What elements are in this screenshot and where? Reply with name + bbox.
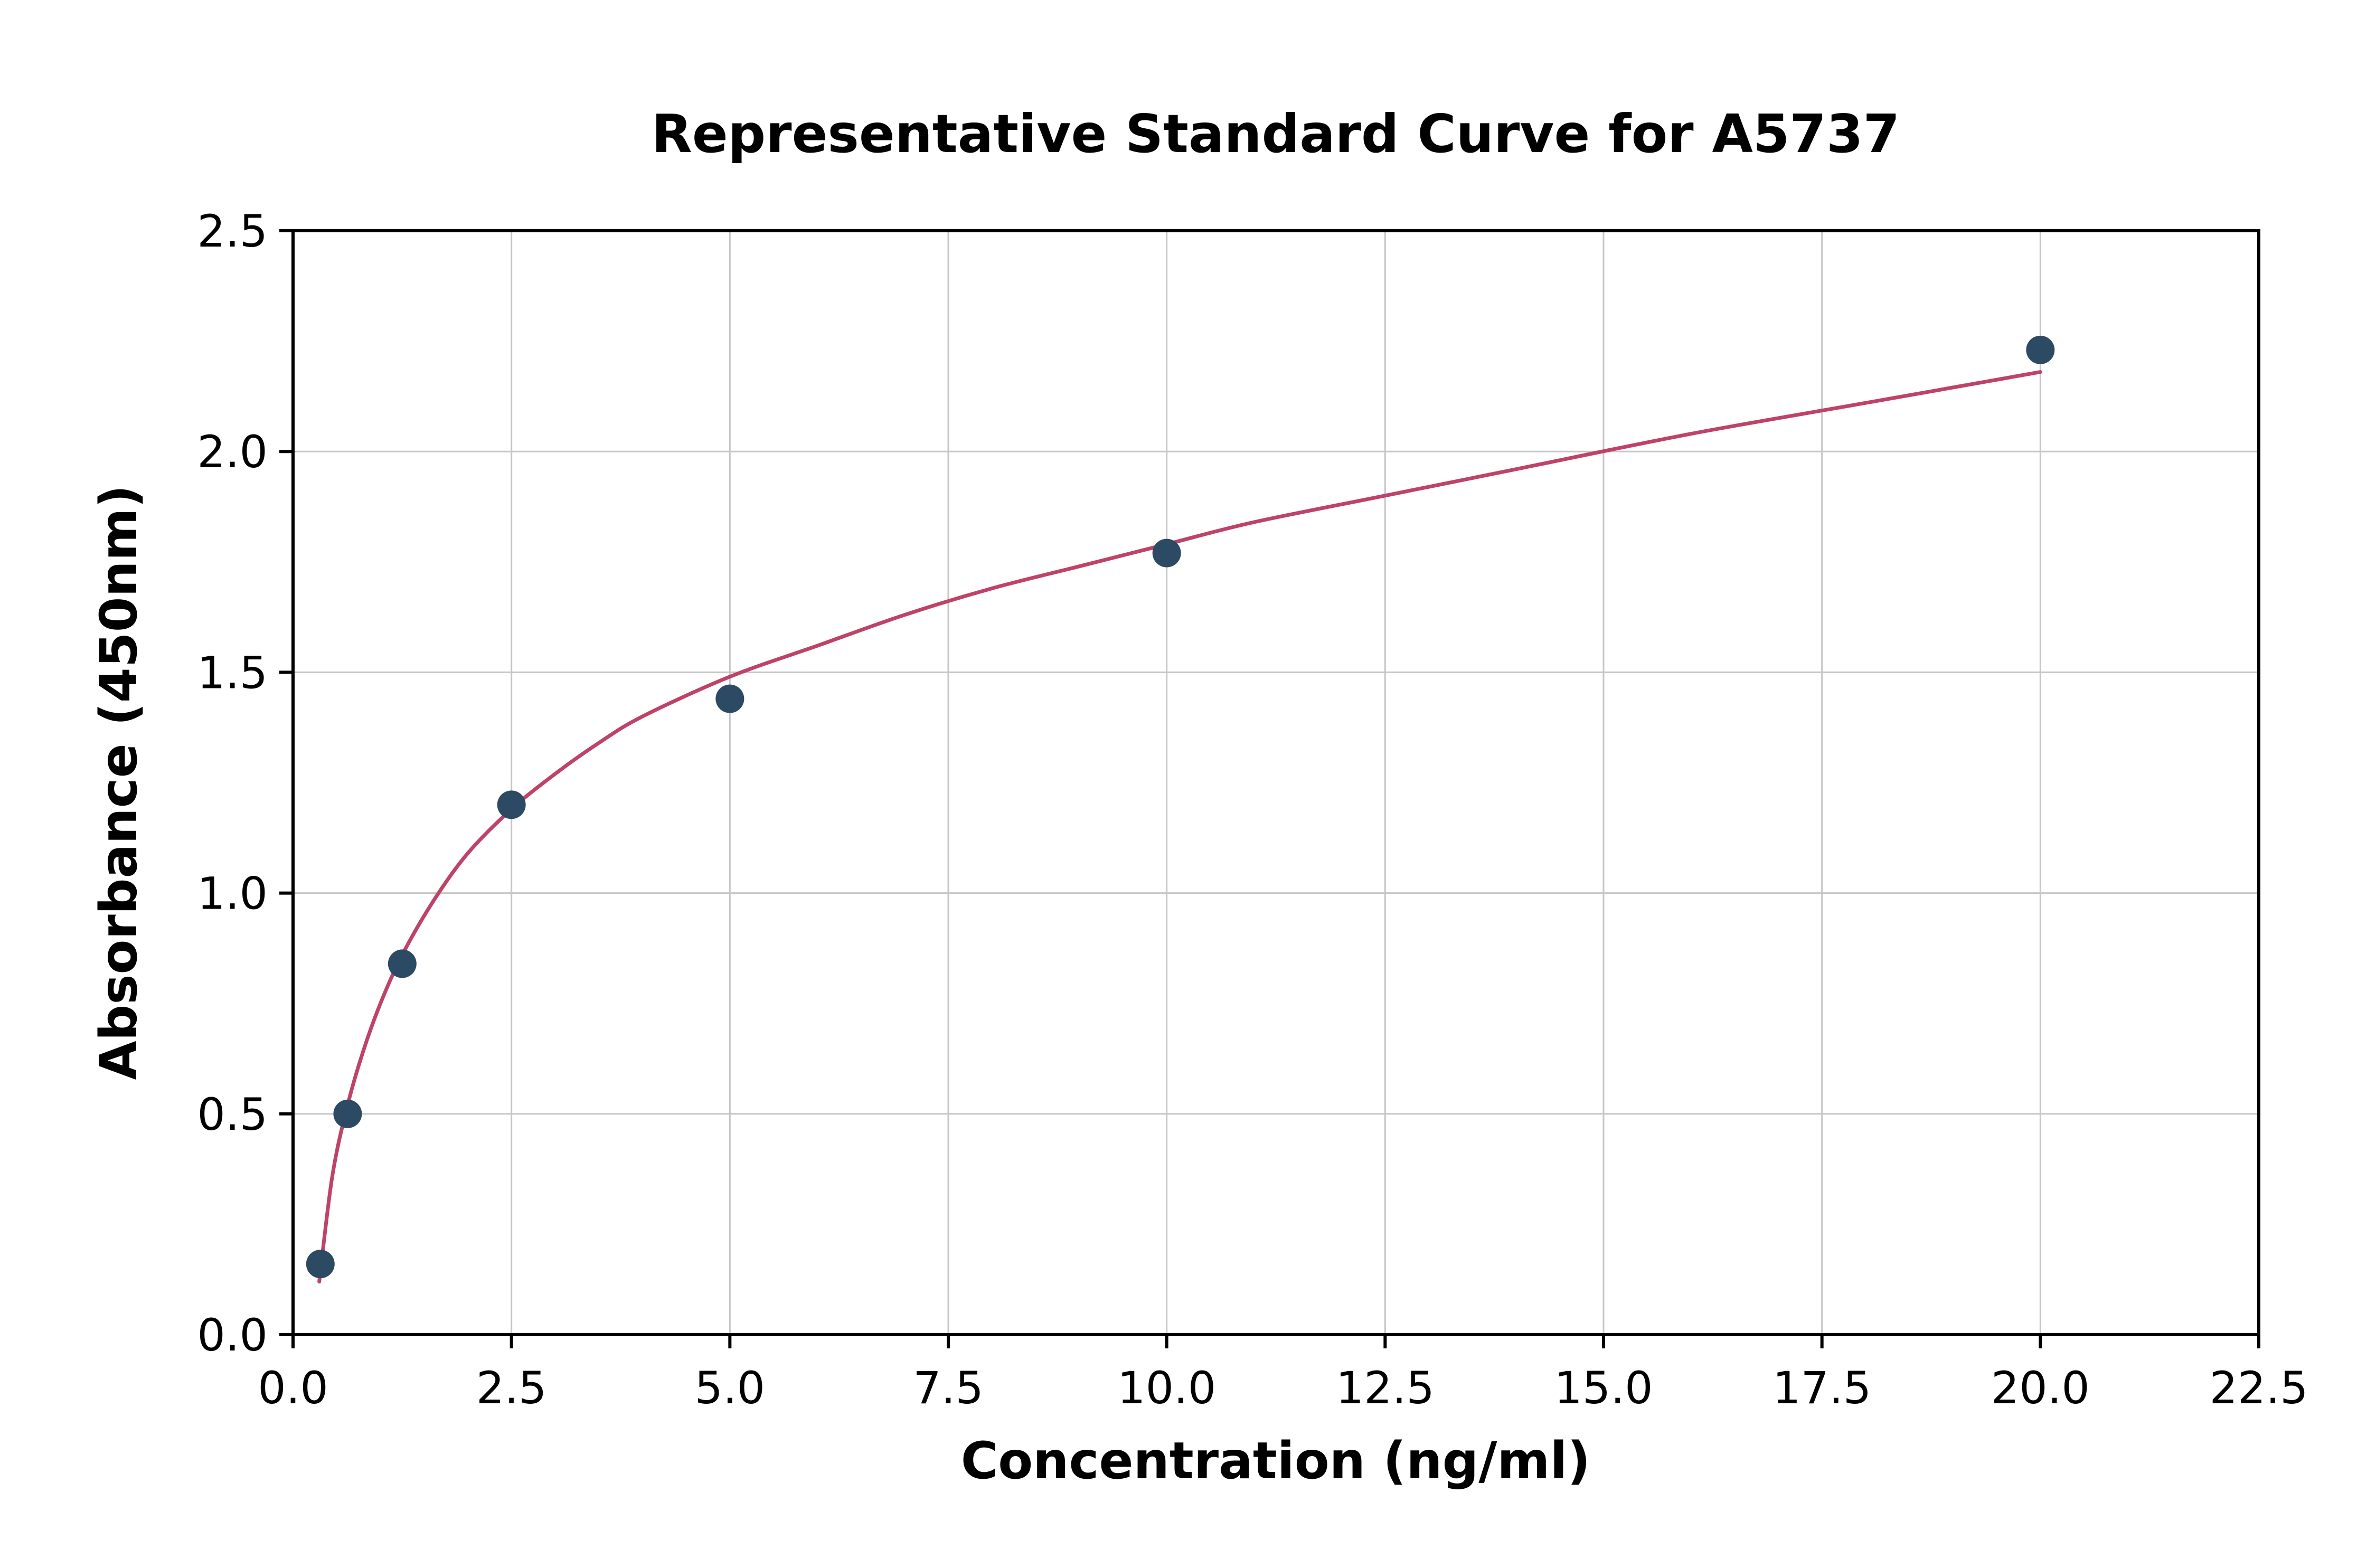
y-tick-label: 1.5 <box>197 647 268 698</box>
x-tick-label: 0.0 <box>258 1362 328 1414</box>
x-axis-label: Concentration (ng/ml) <box>961 1431 1590 1490</box>
grid-layer <box>292 230 2260 1336</box>
x-tick-label: 20.0 <box>1991 1362 2090 1414</box>
x-tick-label: 7.5 <box>913 1362 984 1414</box>
data-point-marker <box>715 684 744 713</box>
fit-curve-line <box>317 370 2042 1284</box>
x-tick-label: 5.0 <box>695 1362 766 1414</box>
data-point-marker <box>333 1099 362 1128</box>
y-tick-label: 2.5 <box>197 205 268 257</box>
series-layer <box>306 335 2055 1284</box>
y-tick-label: 0.0 <box>197 1309 268 1361</box>
x-tick-label: 2.5 <box>476 1362 547 1414</box>
x-tick-label: 10.0 <box>1117 1362 1216 1414</box>
x-tick-label: 15.0 <box>1554 1362 1653 1414</box>
tick-label-layer: 0.0 2.5 5.0 7.5 10.0 12.5 15.0 17.5 20.0 22.5 0.0 0… <box>197 205 2308 1414</box>
data-point-marker <box>1152 539 1181 568</box>
data-point-marker <box>306 1250 335 1279</box>
axes-layer <box>279 229 2260 1348</box>
data-point-marker <box>497 790 526 819</box>
chart-title: Representative Standard Curve for A5737 <box>652 103 1900 165</box>
x-tick-label: 17.5 <box>1772 1362 1871 1414</box>
plot-frame <box>291 229 2260 1336</box>
data-point-marker <box>2026 335 2055 364</box>
x-tick-label: 22.5 <box>2209 1362 2308 1414</box>
y-tick-label: 0.5 <box>197 1089 268 1140</box>
y-tick-label: 1.0 <box>197 868 268 920</box>
x-tick-label: 12.5 <box>1336 1362 1435 1414</box>
data-point-marker <box>388 949 417 978</box>
y-tick-label: 2.0 <box>197 426 268 478</box>
y-axis-label: Absorbance (450nm) <box>89 485 148 1080</box>
